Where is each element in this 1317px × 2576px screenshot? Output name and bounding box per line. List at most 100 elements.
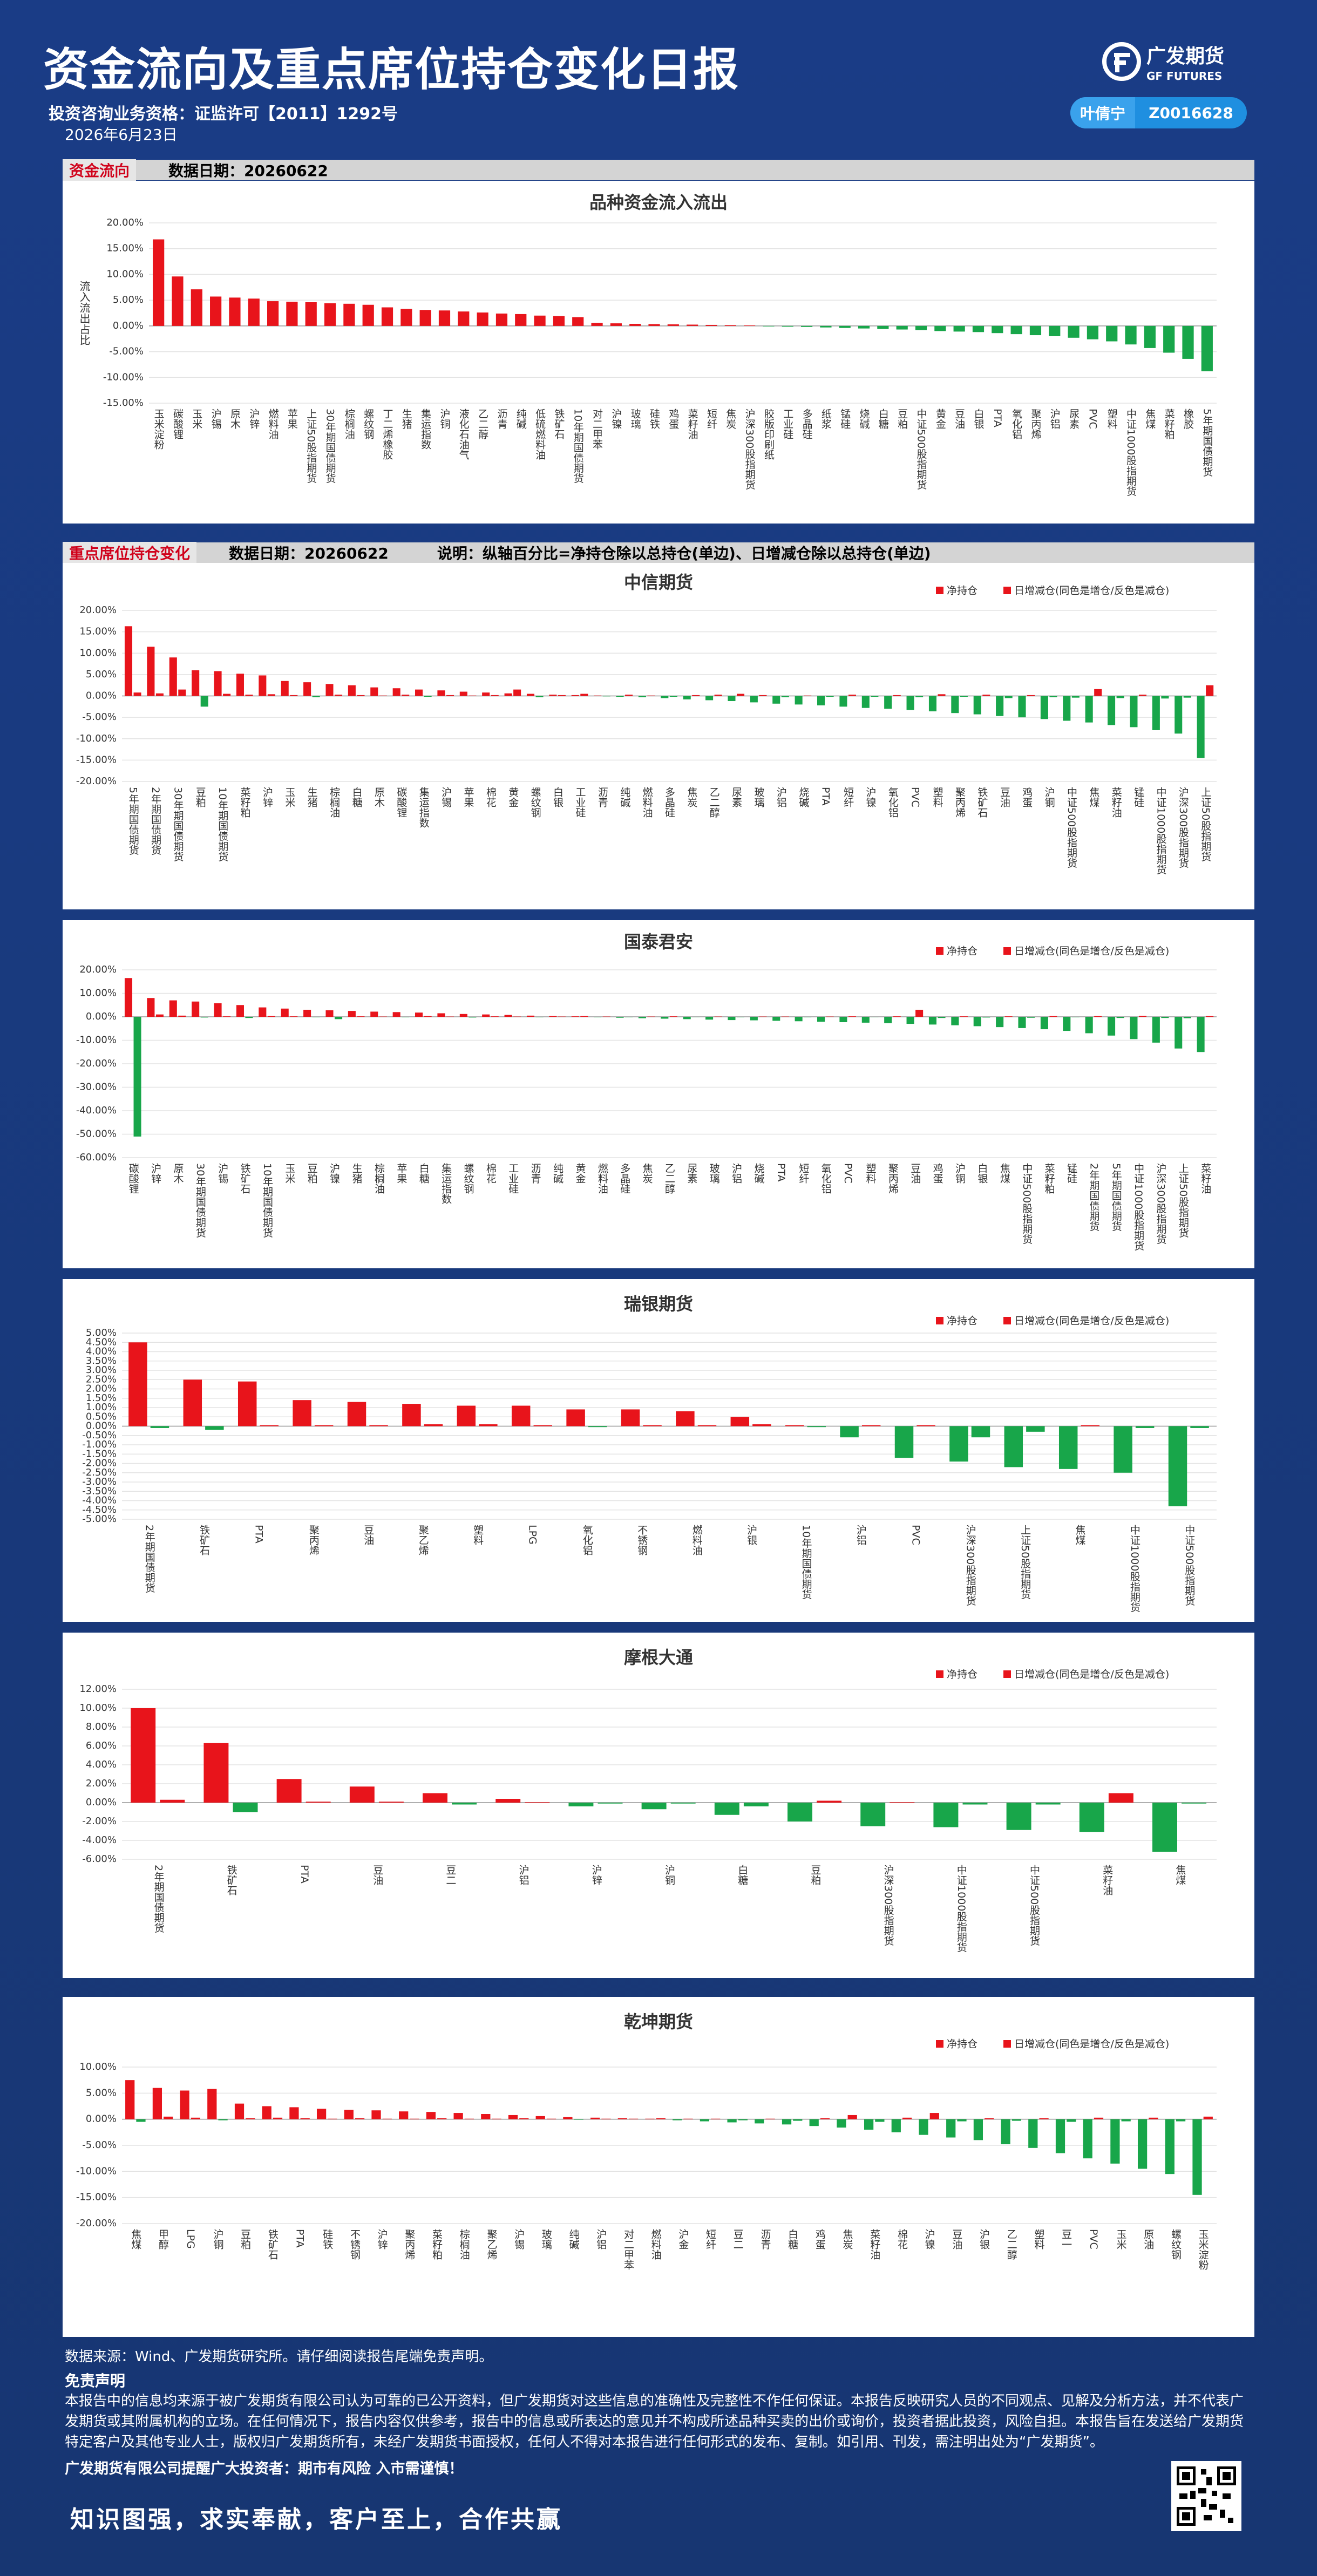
report-date: 2026年6月23日 bbox=[65, 126, 178, 144]
bar bbox=[839, 325, 851, 328]
x-tick-label: 豆二 bbox=[732, 2229, 744, 2249]
x-tick-label: 苹果 bbox=[286, 409, 298, 429]
bar bbox=[992, 325, 1003, 334]
section-note: 说明：纵轴百分比=净持仓除以总持仓(单边)、日增减仓除以总持仓(单边) bbox=[437, 545, 931, 562]
x-tick-label: 豆油 bbox=[999, 787, 1010, 807]
y-tick-label: 20.00% bbox=[79, 604, 117, 616]
x-tick-label: 沪深300股指期货 bbox=[1177, 787, 1189, 868]
y-tick-label: -10.00% bbox=[76, 2165, 117, 2177]
bar bbox=[861, 1425, 881, 1426]
x-tick-label: 5年期国债期货 bbox=[127, 787, 139, 855]
bar bbox=[369, 1425, 388, 1426]
bar bbox=[1183, 1017, 1191, 1018]
y-tick-label: 4.50% bbox=[86, 1336, 117, 1348]
x-tick-label: 棉花 bbox=[485, 1163, 497, 1184]
x-tick-label: 碳酸锂 bbox=[172, 409, 184, 439]
bar bbox=[1197, 1017, 1205, 1052]
bar bbox=[207, 2089, 217, 2119]
bar bbox=[1152, 1017, 1160, 1043]
x-tick-label: 纸浆 bbox=[820, 409, 832, 429]
bar bbox=[415, 1012, 423, 1017]
x-tick-label: 沪锡 bbox=[440, 787, 452, 808]
y-tick-label: 5.00% bbox=[86, 2087, 117, 2098]
bar bbox=[504, 693, 512, 696]
x-tick-label: PTA bbox=[298, 1865, 310, 1884]
logo: 广发期货 GF FUTURES bbox=[1102, 42, 1224, 83]
bar bbox=[683, 696, 691, 699]
chart-panel: 国泰君安 -60.00% -50.00% -40.00% -30.00% -20.00% -… bbox=[63, 920, 1254, 1268]
x-tick-label: 燃料油 bbox=[691, 1525, 703, 1555]
bar bbox=[656, 2118, 666, 2119]
bar bbox=[1190, 1426, 1209, 1428]
y-tick-label: -30.00% bbox=[76, 1082, 117, 1093]
x-tick-label: 玻璃 bbox=[753, 787, 765, 808]
x-tick-label: 30年期国债期货 bbox=[172, 787, 184, 861]
y-tick-label: -5.00% bbox=[82, 2139, 117, 2151]
bar bbox=[169, 657, 177, 696]
bar bbox=[1027, 695, 1035, 696]
bar bbox=[124, 978, 133, 1017]
bar bbox=[1130, 696, 1138, 728]
x-tick-label: 豆一 bbox=[1060, 2229, 1072, 2249]
bar bbox=[290, 1016, 298, 1017]
bar bbox=[214, 1003, 222, 1017]
bar bbox=[481, 2114, 491, 2119]
x-tick-label: 塑料 bbox=[472, 1525, 484, 1545]
bar bbox=[424, 1424, 443, 1426]
x-tick-label: 多晶硅 bbox=[619, 1163, 630, 1194]
analyst-name: 叶倩宁 bbox=[1070, 97, 1135, 128]
x-tick-label: 集运指数 bbox=[418, 787, 430, 828]
bar bbox=[788, 1803, 812, 1821]
y-tick-label: 6.00% bbox=[86, 1740, 117, 1751]
bar bbox=[526, 1015, 535, 1017]
y-tick-label: -5.00% bbox=[82, 711, 117, 723]
x-tick-label: 2年期国债期货 bbox=[1088, 1163, 1099, 1231]
risk-reminder: 广发期货有限公司提醒广大投资者：期市有风险 入市需谨慎！ bbox=[65, 2461, 464, 2477]
bar bbox=[643, 1425, 662, 1426]
y-tick-label: -1.00% bbox=[82, 1439, 117, 1450]
bar bbox=[178, 1015, 186, 1017]
bar bbox=[458, 311, 470, 326]
bar bbox=[973, 2119, 983, 2140]
bar bbox=[200, 696, 208, 707]
bar bbox=[785, 1425, 804, 1426]
y-tick-label: -20.00% bbox=[76, 776, 117, 787]
y-tick-label: 0.00% bbox=[86, 1797, 117, 1808]
bar bbox=[1163, 325, 1175, 353]
bar bbox=[1094, 1016, 1102, 1017]
bar bbox=[676, 1411, 695, 1426]
x-tick-label: PVC bbox=[1087, 409, 1098, 429]
bar bbox=[1063, 1017, 1071, 1031]
bar bbox=[260, 1425, 279, 1426]
bar bbox=[661, 696, 669, 698]
bar bbox=[1176, 2119, 1186, 2122]
x-tick-label: 中证500股指期货 bbox=[1021, 1163, 1033, 1245]
y-tick-label: -50.00% bbox=[76, 1129, 117, 1140]
bar bbox=[1079, 1803, 1104, 1832]
bar bbox=[847, 2115, 857, 2119]
y-tick-label: 15.00% bbox=[106, 243, 144, 254]
y-tick-label: -5.00% bbox=[82, 1513, 117, 1525]
bar bbox=[349, 1786, 375, 1803]
bar bbox=[392, 1012, 400, 1017]
x-tick-label: 2年期国债期货 bbox=[144, 1525, 155, 1593]
bar bbox=[1029, 325, 1042, 336]
bar bbox=[223, 1016, 231, 1017]
y-tick-label: 0.00% bbox=[86, 2113, 117, 2125]
chart-panel: 摩根大通 -6.00% -4.00% -2.00% 0.00% 2.00% 4.00% 6.0… bbox=[63, 1633, 1254, 1978]
x-tick-label: 玻璃 bbox=[708, 1163, 720, 1184]
x-tick-label: 乙二醇 bbox=[708, 787, 720, 818]
analyst-id: Z0016628 bbox=[1149, 104, 1233, 122]
bar bbox=[259, 675, 267, 696]
bar bbox=[495, 313, 508, 326]
x-tick-label: 中证1000股指期货 bbox=[1125, 409, 1137, 497]
bar bbox=[1018, 696, 1026, 718]
chart-title: 瑞银期货 bbox=[624, 1294, 693, 1314]
bar bbox=[525, 1802, 550, 1803]
bar bbox=[155, 693, 164, 696]
x-tick-label: 30年期国债期货 bbox=[194, 1163, 206, 1238]
bar bbox=[424, 1016, 432, 1017]
legend-swatch bbox=[1003, 1317, 1011, 1324]
x-tick-label: 尿素 bbox=[730, 787, 742, 807]
bar bbox=[962, 1803, 988, 1805]
